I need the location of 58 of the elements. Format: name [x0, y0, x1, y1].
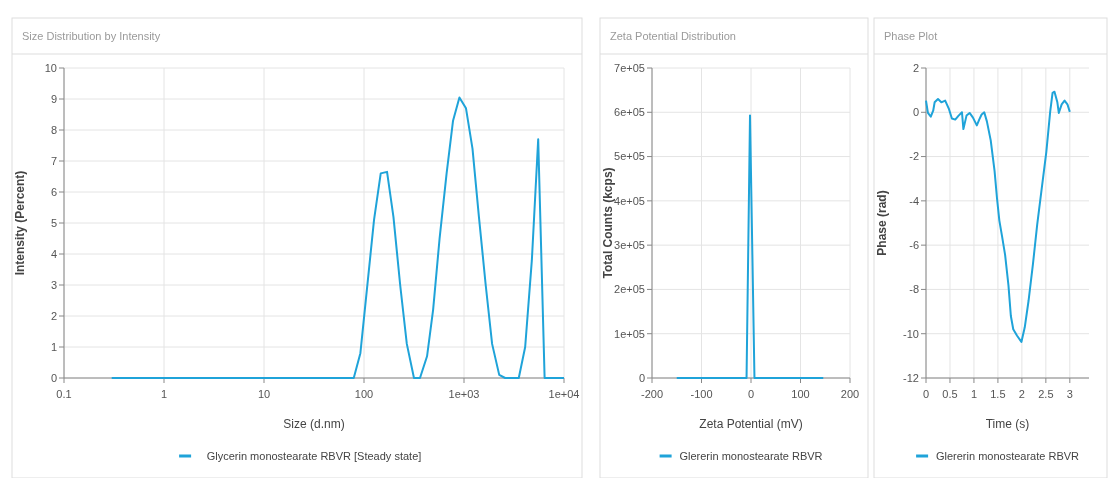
x-tick-label: 10 [257, 388, 271, 400]
y-tick-label: 1e+05 [614, 327, 645, 340]
x-tick-label: 100 [791, 388, 810, 400]
y-tick-label: 3e+05 [614, 238, 645, 251]
legend-label: Glererin monostearate RBVR [679, 449, 823, 462]
y-axis-title: Intensity (Percent) [13, 170, 27, 276]
y-tick-label: 2e+05 [614, 283, 645, 296]
y-axis-title: Total Counts (kcps) [601, 167, 615, 279]
y-tick-label: 6e+05 [614, 106, 645, 119]
x-tick-label: 0 [747, 388, 755, 400]
y-tick-label: -6 [909, 238, 919, 251]
chart-title: Phase Plot [884, 30, 938, 42]
chart-title: Zeta Potential Distribution [610, 30, 736, 42]
x-tick-label: 200 [840, 388, 860, 400]
y-tick-label: 8 [50, 123, 57, 136]
chart-title: Size Distribution by Intensity [22, 30, 161, 42]
line-series [925, 90, 1071, 343]
legend-label: Glererin monostearate RBVR [935, 449, 1080, 462]
y-tick-label: 5e+05 [614, 150, 645, 163]
x-tick-label: 0.5 [942, 388, 958, 400]
y-tick-label: 0 [638, 371, 645, 384]
y-tick-label: 9 [50, 92, 57, 105]
y-tick-label: 7e+05 [614, 61, 645, 74]
x-tick-label: 2 [1018, 388, 1025, 400]
x-tick-label: 100 [354, 388, 374, 400]
x-tick-label: 3 [1066, 388, 1073, 400]
x-axis-title: Zeta Potential (mV) [699, 417, 803, 431]
x-tick-label: 2.5 [1038, 388, 1054, 400]
y-tick-label: 0 [50, 371, 57, 384]
y-tick-label: 6 [50, 185, 57, 198]
x-axis-title: Time (s) [985, 417, 1030, 431]
y-tick-label: 0 [912, 106, 919, 119]
y-tick-label: 4 [50, 247, 57, 260]
y-tick-label: 5 [50, 216, 57, 229]
y-tick-label: 1 [50, 340, 57, 353]
y-tick-label: 3 [50, 278, 57, 291]
x-tick-label: -100 [690, 388, 713, 400]
y-tick-label: -10 [903, 327, 919, 340]
y-tick-label: 7 [50, 154, 57, 167]
y-tick-label: -2 [909, 150, 919, 163]
x-tick-label: 1 [160, 388, 168, 400]
x-axis-title: Size (d.nm) [283, 417, 345, 431]
y-tick-label: 10 [44, 61, 57, 74]
y-tick-label: 2 [912, 61, 919, 74]
y-axis-title: Phase (rad) [875, 190, 889, 256]
y-tick-label: -8 [909, 283, 919, 296]
x-tick-label: 1e+03 [448, 388, 480, 400]
x-tick-label: -200 [640, 388, 664, 400]
x-tick-label: 1.5 [990, 388, 1006, 400]
x-tick-label: 0.1 [56, 388, 72, 400]
x-tick-label: 1 [970, 388, 977, 400]
x-tick-label: 1e+04 [548, 388, 580, 400]
y-tick-label: 2 [50, 309, 57, 322]
y-tick-label: 4e+05 [614, 194, 645, 207]
y-tick-label: -12 [903, 371, 919, 384]
x-tick-label: 0 [922, 388, 930, 400]
y-tick-label: -4 [909, 194, 919, 207]
legend-label: Glycerin monostearate RBVR [Steady state] [206, 449, 422, 462]
